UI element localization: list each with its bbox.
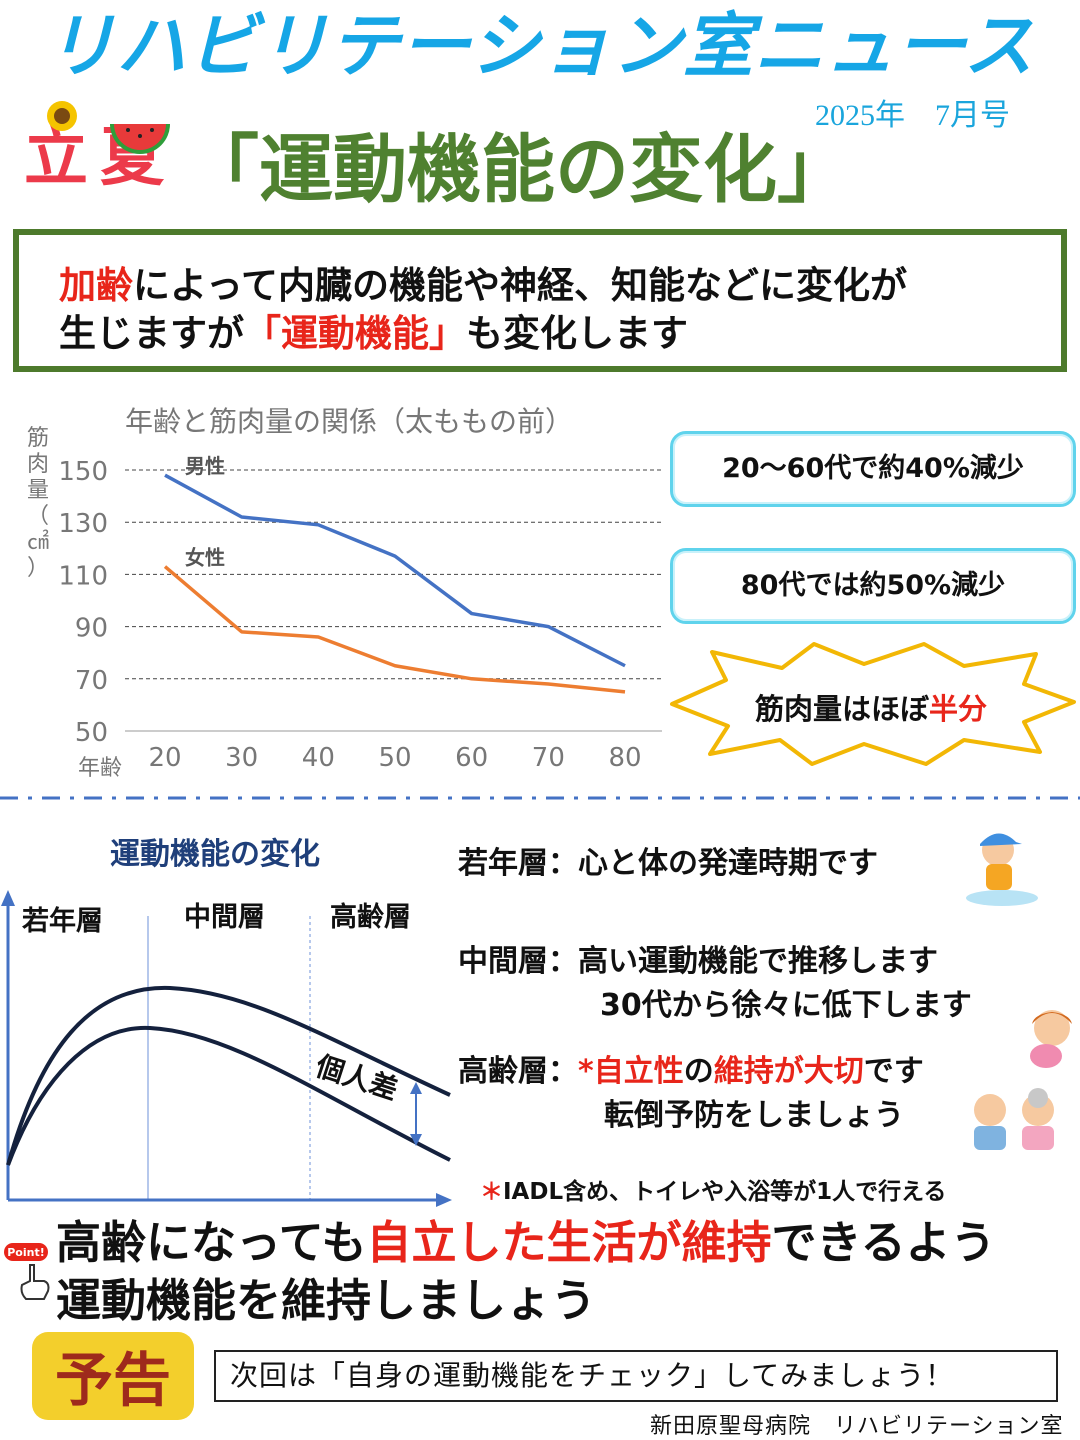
y-axis-label: 筋肉量（㎠） [27,426,49,581]
y-axis-label-char: 量 [27,478,49,503]
y-tick-label: 110 [58,561,108,591]
intro-line-2: 生じますが「運動機能」も変化します [59,311,688,357]
chart-title: 年齢と筋肉量の関係（太ももの前） [125,405,573,438]
elder-description-2: 転倒予防をしましょう [604,1098,904,1133]
series-label-women: 女性 [185,546,225,570]
point-badge-label: Point! [7,1246,45,1259]
footer-organization: 新田原聖母病院 リハビリテーション室 [650,1413,1064,1438]
y-tick-labels: 150 130 110 90 70 50 [58,457,108,748]
child-icon [966,833,1038,906]
elder-highlight-independence: 自立性 [593,1054,684,1089]
elder-asterisk: * [578,1054,594,1089]
yokoku-badge: 予告 [32,1332,194,1420]
elderly-couple-icon [974,1088,1054,1150]
young-text: 心と体の発達時期です [578,846,878,881]
elder-highlight-maintain: 維持が大切 [713,1054,864,1089]
burst-shape [670,642,1076,766]
yokoku-label: 予告 [55,1346,171,1414]
muscle-chart: 年齢と筋肉量の関係（太ももの前） 筋肉量（㎠） 150130110907050 … [27,405,662,781]
intro-line-1-text: によって内臓の機能や神経、知能などに変化が [133,264,908,307]
upper-function-curve [6,985,451,1166]
burst-highlight-half: 半分 [929,692,988,726]
elder-description-1: 高齢層：*自立性の維持が大切です [458,1046,924,1090]
elder-particle: の [683,1054,714,1089]
burst-text-start: 筋肉量はほぼ [754,692,929,726]
x-tick-label: 60 [455,743,488,773]
next-issue-box: 次回は「自身の運動機能をチェック」してみましょう！ [214,1350,1058,1402]
y-tick-label: 130 [58,509,108,539]
y-axis-label-char: ㎠ [27,529,49,555]
conclusion-end: できるよう [771,1216,996,1269]
conclusion-highlight: 自立した生活が維持 [366,1216,772,1269]
young-label: 若年層： [458,846,578,881]
x-tick-label: 40 [302,743,335,773]
young-description: 若年層：心と体の発達時期です [458,838,878,882]
section-divider [0,796,1080,800]
chart-gridlines [125,469,662,732]
callout-40-percent: 20～60代で約40%減少 [670,431,1076,507]
y-axis-label-char: ） [27,556,49,581]
footnote-text: IADL含め、トイレや入浴等が1人で行える [503,1179,947,1205]
watermelon-icon [110,124,170,154]
burst-text: 筋肉量はほぼ半分 [664,686,1078,728]
conclusion-line-1: 高齢になっても自立した生活が維持できるよう [56,1215,996,1271]
sunflower-icon [47,101,77,131]
intro-line-1: 加齢によって内臓の機能や神経、知能などに変化が [59,263,907,309]
y-axis-arrow-icon [1,890,15,906]
lower-function-curve [6,1025,451,1166]
intro-highlight-motor: 「運動機能」 [244,312,466,355]
difference-arrow-down-icon [410,1134,422,1146]
middle-text-1: 高い運動機能で推移します [578,944,938,979]
intro-line-2-start: 生じますが [59,312,244,355]
intro-line-2-end: も変化します [466,312,688,355]
stage-label-elder: 高齢層 [330,901,411,933]
point-hand-icon: Point! [4,1243,50,1300]
difference-arrow-up-icon [410,1082,422,1094]
diagram-title: 運動機能の変化 [110,837,320,872]
intro-box: 加齢によって内臓の機能や神経、知能などに変化が 生じますが「運動機能」も変化しま… [13,229,1067,372]
series-label-men: 男性 [185,454,225,478]
mother-child-icon [1030,1010,1072,1068]
x-axis-arrow-icon [436,1193,452,1207]
conclusion-start: 高齢になっても [56,1216,367,1269]
x-tick-label: 70 [532,743,565,773]
elder-end: です [863,1054,924,1089]
y-tick-label: 90 [75,614,108,644]
intro-highlight-aging: 加齢 [59,264,133,307]
middle-description-1: 中間層：高い運動機能で推移します [458,936,938,980]
stage-label-middle: 中間層 [184,902,265,933]
newsletter-title: リハビリテーション室ニュース [45,5,1035,87]
y-axis-label-char: 肉 [27,452,49,477]
x-axis-label: 年齢 [78,756,122,781]
conclusion-line-2: 運動機能を維持しましょう [56,1274,597,1327]
season-char-ritsu: 立 [24,121,88,195]
y-tick-label: 70 [75,666,108,696]
individual-difference-label: 個人差 [311,1049,402,1107]
middle-description-2: 30代から徐々に低下します [600,988,972,1023]
x-tick-label: 30 [225,743,258,773]
stage-label-young: 若年層 [22,905,103,937]
x-tick-labels: 20 30 40 50 60 70 80 [148,743,641,773]
series-line-men [164,473,626,668]
middle-label: 中間層： [458,944,578,979]
elder-label: 高齢層： [458,1054,578,1089]
motor-function-diagram: 運動機能の変化 若年層 中間層 高齢層 個人差 [1,837,452,1207]
x-tick-label: 20 [148,743,181,773]
footnote-star: ＊ [480,1179,503,1205]
y-tick-label: 150 [58,457,108,487]
footnote: ＊IADL含め、トイレや入浴等が1人で行える [480,1172,946,1206]
main-title: 「運動機能の変化」 [185,127,851,213]
y-tick-label: 50 [75,718,108,748]
callout-50-percent: 80代では約50%減少 [670,548,1076,624]
x-tick-label: 80 [608,743,641,773]
y-axis-label-char: 筋 [27,426,49,451]
y-axis-label-char: （ [27,504,49,529]
issue-date: 2025年 7月号 [815,99,1010,132]
x-tick-label: 50 [378,743,411,773]
